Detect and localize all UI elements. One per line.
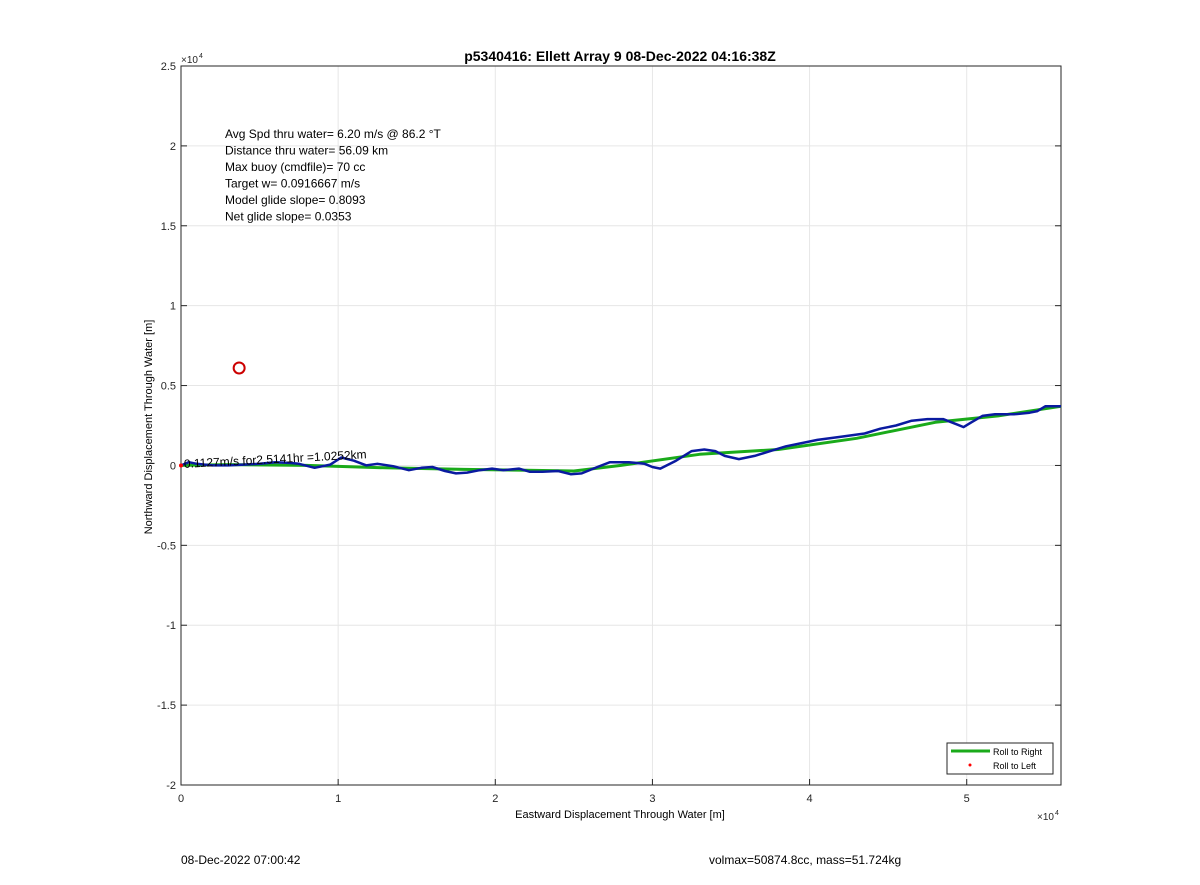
series-track-line — [180, 405, 1061, 476]
y-axis-exponent: ×10 4 — [181, 53, 203, 66]
stats-line: Distance thru water= 56.09 km — [225, 144, 388, 158]
stats-line: Max buoy (cmdfile)= 70 cc — [225, 160, 365, 174]
y-tick-label: 2 — [170, 141, 176, 153]
y-tick-label: 0.5 — [161, 381, 176, 393]
legend-label-roll-left: Roll to Left — [993, 761, 1037, 771]
stats-line: Model glide slope= 0.8093 — [225, 193, 366, 207]
y-tick-label: -1 — [166, 620, 176, 632]
stats-line: Net glide slope= 0.0353 — [225, 210, 352, 224]
plot-area: 0.1127m/s for2.5141hr =1.0252km — [179, 361, 1062, 476]
svg-text:×10: ×10 — [1037, 812, 1054, 823]
y-tick-label: -2 — [166, 780, 176, 792]
x-axis-exponent: ×10 4 — [1037, 810, 1059, 823]
x-axis-label: Eastward Displacement Through Water [m] — [515, 809, 725, 821]
x-tick-label: 1 — [335, 793, 341, 805]
stats-line: Target w= 0.0916667 m/s — [225, 177, 360, 191]
x-tick-label: 5 — [964, 793, 970, 805]
axes-box — [180, 65, 1062, 786]
svg-text:4: 4 — [1055, 810, 1059, 817]
stats-line: Avg Spd thru water= 6.20 m/s @ 86.2 °T — [225, 127, 442, 141]
y-tick-label: -1.5 — [157, 700, 176, 712]
y-tick-label: 0 — [170, 460, 176, 472]
x-tick-label: 4 — [807, 793, 813, 805]
y-tick-label: 1 — [170, 301, 176, 313]
stats-annotation: Avg Spd thru water= 6.20 m/s @ 86.2 °T Di… — [225, 127, 442, 224]
legend: Roll to Right Roll to Left — [946, 742, 1054, 775]
x-tick-label: 3 — [649, 793, 655, 805]
y-tick-label: 1.5 — [161, 221, 176, 233]
legend-marker-roll-left — [968, 763, 972, 767]
y-tick-label: -0.5 — [157, 540, 176, 552]
series-roll-to-left-point — [179, 463, 183, 468]
y-axis-label: Northward Displacement Through Water [m] — [143, 320, 155, 535]
footer-vol-mass: volmax=50874.8cc, mass=51.724kg — [709, 853, 902, 867]
svg-text:×10: ×10 — [181, 55, 198, 66]
footer-timestamp: 08-Dec-2022 07:00:42 — [181, 853, 301, 867]
svg-text:4: 4 — [199, 53, 203, 60]
x-tick-label: 0 — [178, 793, 184, 805]
y-tick-label: 2.5 — [161, 61, 176, 73]
x-tick-label: 2 — [492, 793, 498, 805]
legend-label-roll-right: Roll to Right — [993, 747, 1043, 757]
axis-ticks: 0 1 2 3 4 5 -2 -1.5 -1 -0.5 0 0.5 1 1.5 2 2.5 — [157, 61, 1061, 805]
chart-title: p5340416: Ellett Array 9 08-Dec-2022 04:… — [464, 48, 776, 64]
waypoint-marker — [232, 361, 246, 375]
